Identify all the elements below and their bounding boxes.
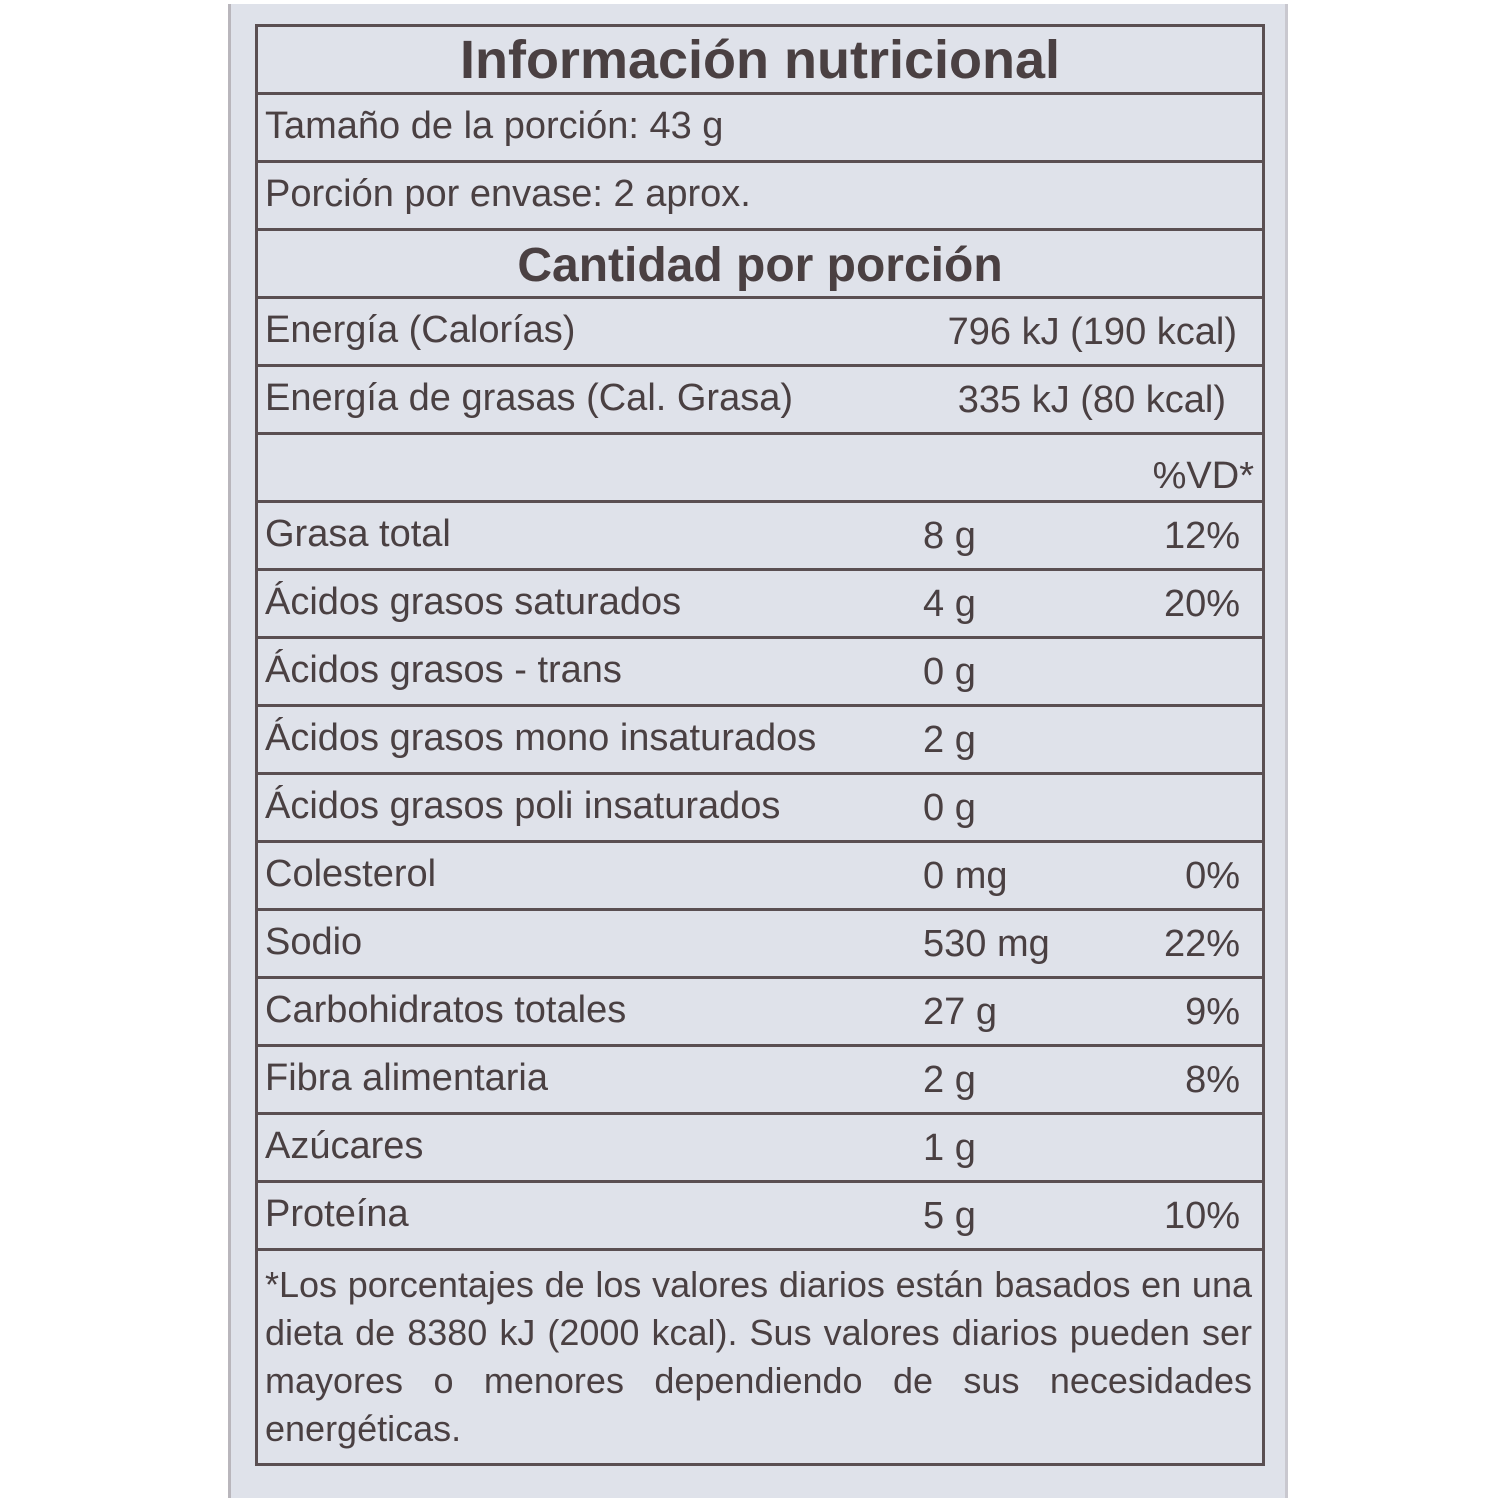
fat-energy-value: 335 kJ (80 kcal) <box>957 379 1226 421</box>
nutrient-label: Sodio <box>265 921 363 963</box>
nutrient-dv: 8% <box>1185 1059 1240 1101</box>
energy-row: Energía (Calorías) 796 kJ (190 kcal) <box>258 299 1262 367</box>
nutrient-label: Ácidos grasos mono insaturados <box>265 717 817 759</box>
nutrient-row: Ácidos grasos - trans 0 g <box>258 639 1262 707</box>
nutrient-row: Ácidos grasos mono insaturados 2 g <box>258 707 1262 775</box>
nutrient-amount: 0 g <box>923 651 976 693</box>
nutrient-label: Fibra alimentaria <box>265 1057 548 1099</box>
fat-energy-row: Energía de grasas (Cal. Grasa) 335 kJ (80… <box>258 367 1262 435</box>
nutrient-label: Grasa total <box>265 513 451 555</box>
fat-energy-label: Energía de grasas (Cal. Grasa) <box>265 377 794 419</box>
serving-size-row: Tamaño de la porción: 43 g <box>258 95 1262 163</box>
nutrient-amount: 2 g <box>923 719 976 761</box>
nutrient-amount: 0 mg <box>923 855 1008 897</box>
energy-value: 796 kJ (190 kcal) <box>947 311 1237 353</box>
nutrient-row: Ácidos grasos saturados 4 g 20% <box>258 571 1262 639</box>
nutrient-dv: 10% <box>1163 1195 1240 1237</box>
nutrient-row: Proteína 5 g 10% <box>258 1183 1262 1251</box>
nutrient-dv: 20% <box>1163 583 1240 625</box>
nutrient-amount: 5 g <box>923 1195 976 1237</box>
nutrient-amount: 27 g <box>923 991 997 1033</box>
servings-per-container: Porción por envase: 2 aprox. <box>265 173 751 215</box>
nutrient-amount: 2 g <box>923 1059 976 1101</box>
nutrient-row: Grasa total 8 g 12% <box>258 503 1262 571</box>
nutrient-amount: 4 g <box>923 583 976 625</box>
nutrient-row: Fibra alimentaria 2 g 8% <box>258 1047 1262 1115</box>
table-title: Información nutricional <box>258 27 1262 95</box>
nutrient-label: Ácidos grasos saturados <box>265 581 682 623</box>
nutrient-label: Proteína <box>265 1193 409 1235</box>
nutrient-row: Ácidos grasos poli insaturados 0 g <box>258 775 1262 843</box>
nutrient-dv: 22% <box>1163 923 1240 965</box>
servings-per-container-row: Porción por envase: 2 aprox. <box>258 163 1262 231</box>
nutrient-label: Ácidos grasos poli insaturados <box>265 785 781 827</box>
energy-label: Energía (Calorías) <box>265 309 576 351</box>
nutrient-label: Carbohidratos totales <box>265 989 627 1031</box>
nutrient-row: Carbohidratos totales 27 g 9% <box>258 979 1262 1047</box>
nutrient-amount: 1 g <box>923 1127 976 1169</box>
nutrition-facts-table: Información nutricional Tamaño de la por… <box>255 24 1265 1466</box>
nutrient-label: Ácidos grasos - trans <box>265 649 622 691</box>
nutrient-label: Azúcares <box>265 1125 424 1167</box>
nutrient-row: Azúcares 1 g <box>258 1115 1262 1183</box>
nutrient-amount: 0 g <box>923 787 976 829</box>
nutrient-row: Sodio 530 mg 22% <box>258 911 1262 979</box>
nutrient-label: Colesterol <box>265 853 437 895</box>
dv-header-row: %VD* <box>258 435 1262 503</box>
dv-header: %VD* <box>1152 455 1254 497</box>
nutrient-amount: 530 mg <box>923 923 1050 965</box>
nutrient-dv: 0% <box>1185 855 1240 897</box>
serving-size: Tamaño de la porción: 43 g <box>265 105 724 147</box>
amount-per-serving-header: Cantidad por porción <box>258 231 1262 299</box>
nutrient-amount: 8 g <box>923 515 976 557</box>
footnote: *Los porcentajes de los valores diarios … <box>265 1264 1252 1449</box>
nutrient-row: Colesterol 0 mg 0% <box>258 843 1262 911</box>
nutrient-dv: 9% <box>1185 991 1240 1033</box>
nutrient-dv: 12% <box>1163 515 1240 557</box>
